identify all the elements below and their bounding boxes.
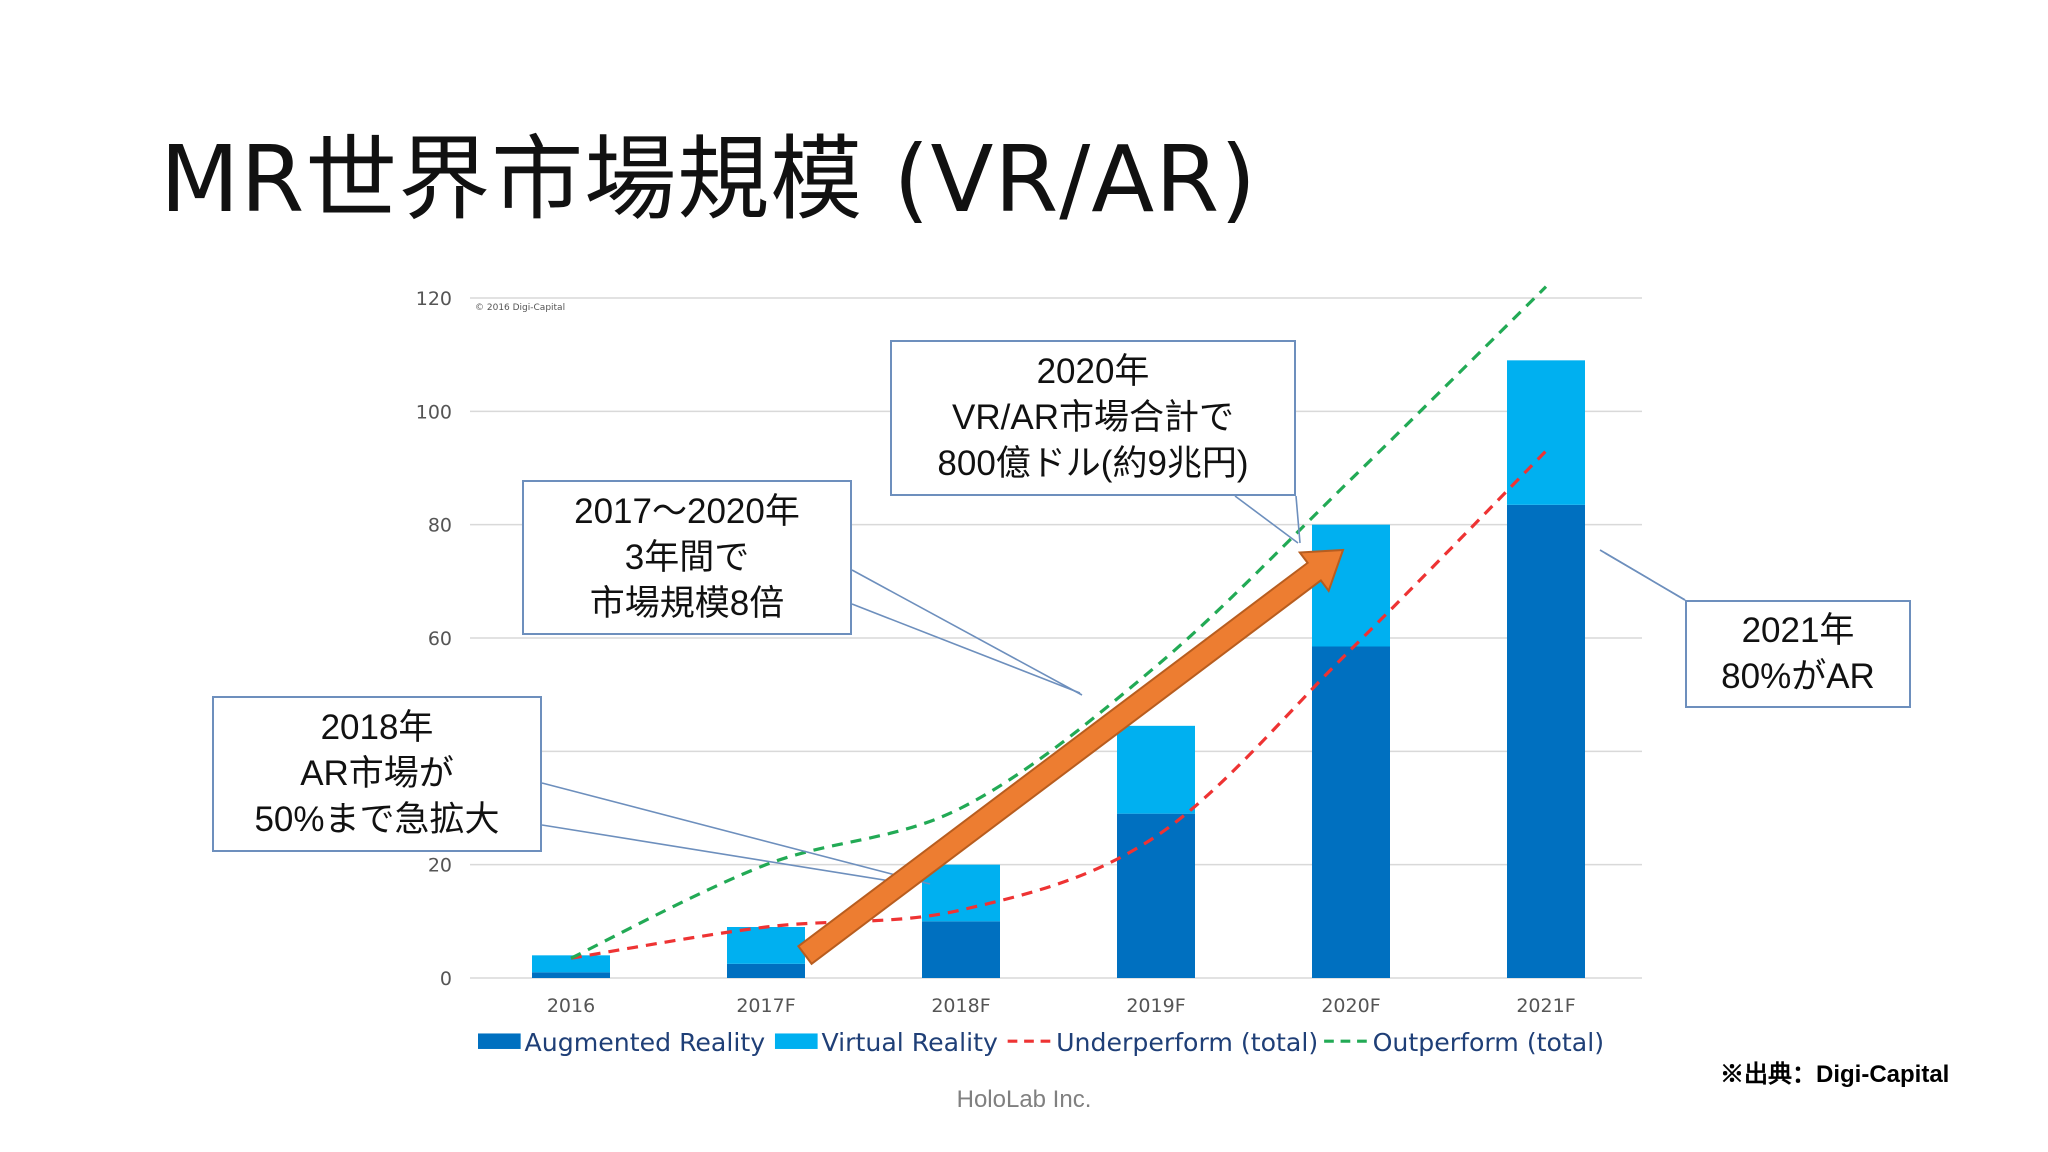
callout-line: 2018年 [320, 708, 434, 747]
chart-legend: Augmented Reality Virtual Reality Underper… [478, 1028, 1604, 1057]
callout-pointer [1295, 495, 1301, 544]
x-tick-label: 2018F [931, 995, 990, 1017]
callout-line: VR/AR市場合計で [952, 398, 1234, 437]
footer-company: HoloLab Inc. [956, 1086, 1092, 1113]
callout-pointer [541, 824, 916, 886]
bar-virtual-reality [532, 955, 610, 973]
bar-augmented-reality [727, 963, 805, 978]
legend-label: Virtual Reality [821, 1028, 997, 1057]
callout-line: 80%がAR [1721, 657, 1875, 696]
callout-line: 2017～2020年 [574, 491, 800, 531]
callout-ar-2018: 2018年 AR市場が 50%まで急拡大 [212, 696, 542, 852]
callout-pointer [851, 603, 1081, 694]
bar-virtual-reality [1117, 725, 1195, 814]
callout-pointer [541, 782, 931, 885]
callout-pointer [851, 569, 1083, 696]
callout-pointer [1234, 495, 1299, 544]
callout-ar-2021: 2021年 80%がAR [1685, 600, 1911, 708]
callout-pointer [1604, 552, 1686, 601]
bar-augmented-reality [1507, 504, 1585, 978]
bar-virtual-reality [922, 864, 1000, 922]
legend-swatch [478, 1033, 521, 1049]
growth-arrow [796, 548, 1345, 966]
y-tick-label: 80 [428, 515, 452, 537]
callout-growth: 2017～2020年 3年間で 市場規模8倍 [522, 480, 852, 635]
legend-label: Augmented Reality [525, 1028, 766, 1057]
source-credit: ※出典：Digi-Capital [1720, 1061, 1950, 1088]
legend-label: Underperform (total) [1056, 1028, 1318, 1057]
legend-swatch [774, 1033, 818, 1049]
y-tick-label: 60 [428, 628, 452, 650]
copyright-note: © 2016 Digi-Capital [475, 303, 565, 313]
slide-title: MR世界市場規模 (VR/AR) [160, 126, 1258, 233]
y-tick-label: 120 [416, 288, 452, 310]
legend-label: Outperform (total) [1373, 1028, 1604, 1057]
x-tick-label: 2016 [547, 995, 595, 1017]
x-tick-label: 2020F [1321, 995, 1380, 1017]
bar-augmented-reality [922, 921, 1000, 978]
line-underperform-total- [570, 449, 1548, 960]
callout-line: 2021年 [1741, 611, 1855, 650]
bar-virtual-reality [727, 927, 805, 964]
bar-augmented-reality [532, 972, 610, 978]
bar-virtual-reality [1507, 360, 1585, 505]
callout-line: 市場規模8倍 [589, 583, 785, 623]
bar-augmented-reality [1117, 813, 1195, 978]
callout-line: 50%まで急拡大 [254, 800, 500, 839]
callout-line: 2020年 [1036, 352, 1150, 391]
y-tick-label: 20 [428, 855, 452, 877]
x-tick-label: 2019F [1126, 995, 1185, 1017]
callout-line: 3年間で [624, 537, 750, 577]
x-tick-label: 2021F [1516, 995, 1575, 1017]
callout-total-2020: 2020年 VR/AR市場合計で 800億ドル(約9兆円) [890, 340, 1296, 496]
callout-line: AR市場が [300, 754, 454, 793]
y-tick-label: 100 [416, 401, 452, 423]
y-tick-label: 0 [440, 968, 452, 990]
callout-line: 800億ドル(約9兆円) [937, 444, 1249, 483]
x-tick-label: 2017F [736, 995, 795, 1017]
bar-augmented-reality [1312, 646, 1390, 978]
